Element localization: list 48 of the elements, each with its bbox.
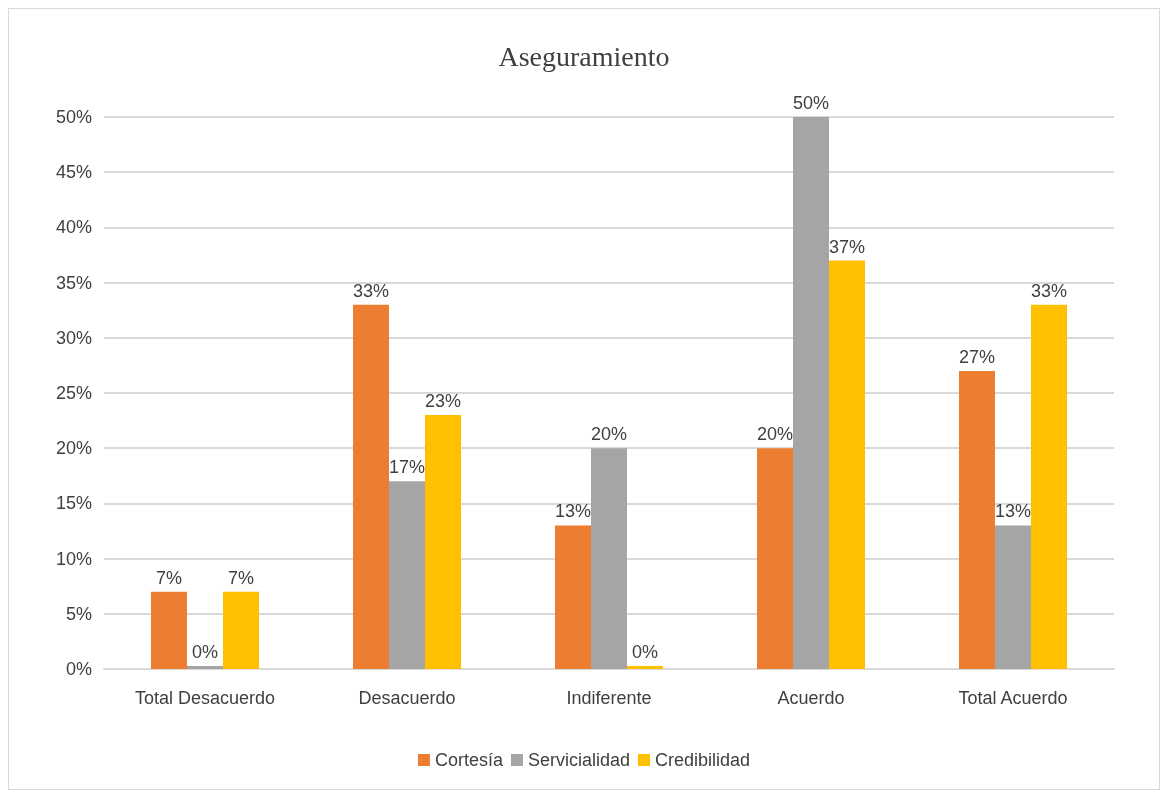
y-tick-label: 35%	[55, 272, 92, 293]
data-label: 0%	[191, 642, 219, 662]
x-tick-label: Total Desacuerdo	[134, 688, 276, 708]
data-label: 20%	[590, 424, 628, 445]
y-tick-label: 0%	[65, 659, 92, 679]
data-label: 7%	[227, 567, 255, 588]
bar	[591, 448, 627, 669]
y-tick-label: 10%	[55, 548, 92, 569]
chart-title: Aseguramiento	[498, 40, 670, 72]
y-tick-label: 40%	[55, 217, 92, 238]
data-label: 13%	[554, 501, 592, 522]
y-tick-label: 15%	[55, 493, 92, 514]
x-tick-label: Desacuerdo	[358, 688, 456, 708]
y-tick-label: 45%	[55, 162, 92, 183]
data-label: 23%	[424, 391, 462, 412]
y-tick-label: 30%	[55, 327, 92, 348]
legend-label: Servicialidad	[527, 750, 631, 770]
bar	[757, 448, 793, 669]
bar	[959, 370, 995, 669]
bar	[829, 260, 865, 669]
y-tick-label: 5%	[65, 603, 92, 624]
x-tick-label: Total Acuerdo	[958, 688, 1068, 708]
y-tick-label: 20%	[55, 438, 92, 459]
data-label: 13%	[994, 501, 1032, 522]
y-tick-label: 25%	[55, 383, 92, 403]
bar	[555, 525, 591, 669]
legend-label: Credibilidad	[655, 750, 751, 770]
bar	[793, 117, 829, 669]
data-label: 50%	[792, 93, 830, 113]
bar	[389, 481, 425, 669]
bar	[1031, 304, 1067, 669]
data-label: 33%	[1030, 280, 1068, 301]
data-label: 27%	[958, 346, 996, 367]
data-label: 33%	[352, 280, 390, 301]
bar	[425, 415, 461, 669]
x-tick-label: Indiferente	[566, 688, 652, 708]
y-tick-label: 50%	[55, 107, 92, 127]
bar	[995, 525, 1031, 669]
data-label: 17%	[388, 457, 426, 478]
data-label: 37%	[828, 236, 866, 257]
bar	[151, 591, 187, 669]
legend-label: Cortesía	[434, 750, 504, 770]
bar	[353, 304, 389, 669]
data-label: 20%	[756, 424, 794, 445]
x-tick-label: Acuerdo	[777, 688, 845, 708]
data-label: 0%	[631, 642, 659, 662]
bar	[223, 591, 259, 669]
data-label: 7%	[155, 567, 183, 588]
